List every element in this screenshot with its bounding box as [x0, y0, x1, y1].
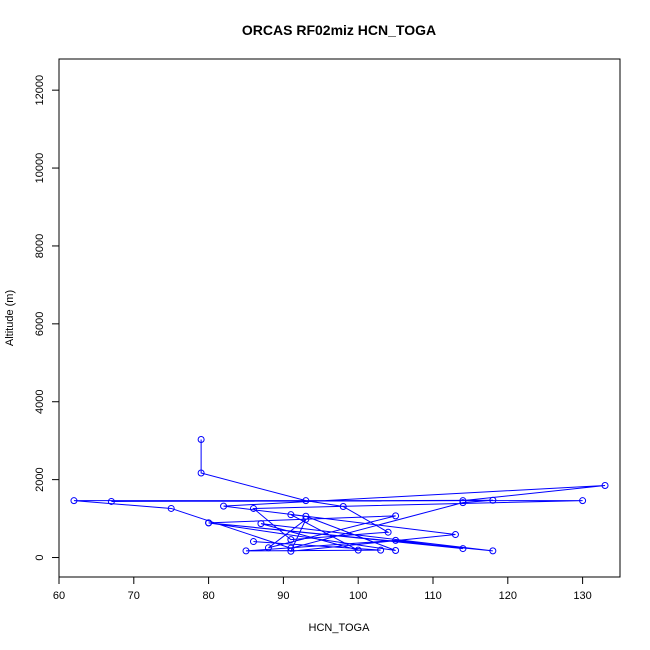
data-point	[339, 503, 347, 511]
data-point	[459, 499, 467, 507]
x-axis: 60 70 80 90 100 110 120 130	[53, 576, 592, 602]
data-point	[167, 504, 175, 512]
data-point	[197, 469, 205, 477]
data-point	[205, 519, 213, 527]
data-point	[459, 497, 467, 505]
data-point	[302, 497, 310, 505]
data-point	[197, 436, 205, 444]
data-point	[579, 497, 587, 505]
data-point	[287, 536, 295, 544]
y-tick-label: 12000	[34, 75, 46, 106]
data-point	[287, 511, 295, 519]
data-point	[257, 520, 265, 528]
data-point	[220, 502, 228, 510]
data-point	[459, 545, 467, 553]
y-tick-label: 8000	[34, 234, 46, 258]
plot-area-frame	[58, 58, 621, 578]
data-point	[302, 512, 310, 520]
data-point	[242, 547, 250, 555]
series-line	[73, 439, 606, 552]
data-point	[392, 547, 400, 555]
x-tick-label: 120	[499, 590, 517, 602]
x-tick-label: 60	[53, 590, 65, 602]
data-point	[264, 544, 272, 552]
data-point	[70, 497, 78, 505]
data-point	[489, 547, 497, 555]
y-axis-label: Altitude (m)	[4, 290, 16, 346]
data-point	[287, 547, 295, 555]
x-tick-label: 80	[202, 590, 214, 602]
chart-title: ORCAS RF02miz HCN_TOGA	[242, 22, 436, 38]
x-tick-label: 100	[349, 590, 367, 602]
y-axis: 0 2000 4000 6000 8000 10000 12000	[34, 75, 60, 561]
data-point	[489, 496, 497, 504]
data-point	[249, 504, 257, 512]
y-tick-label: 4000	[34, 389, 46, 413]
x-tick-label: 130	[573, 590, 591, 602]
y-tick-label: 10000	[34, 153, 46, 184]
data-point	[249, 538, 257, 546]
data-point	[601, 481, 609, 489]
x-tick-label: 90	[277, 590, 289, 602]
data-point	[392, 536, 400, 544]
data-point	[384, 528, 392, 536]
y-tick-label: 0	[34, 554, 46, 560]
data-point	[287, 544, 295, 552]
series-layer	[70, 436, 609, 555]
y-tick-label: 6000	[34, 312, 46, 336]
data-point	[354, 546, 362, 554]
data-point	[302, 515, 310, 523]
data-point	[377, 546, 385, 554]
x-axis-label: HCN_TOGA	[309, 622, 371, 634]
data-point	[451, 531, 459, 539]
x-tick-label: 70	[128, 590, 140, 602]
y-tick-label: 2000	[34, 467, 46, 491]
data-point	[107, 497, 115, 505]
data-point	[392, 512, 400, 520]
x-tick-label: 110	[424, 590, 442, 602]
